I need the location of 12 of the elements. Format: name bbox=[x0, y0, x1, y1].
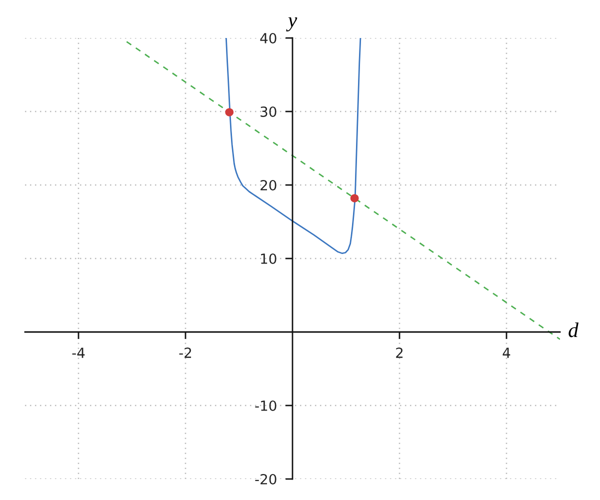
y-tick-label: 20 bbox=[260, 180, 276, 190]
x-tick-label: 4 bbox=[502, 348, 510, 358]
y-tick-label: 40 bbox=[260, 32, 276, 44]
x-axis-title: d bbox=[568, 322, 578, 338]
y-tick-label: 10 bbox=[261, 253, 276, 264]
y-tick-label: -20 bbox=[255, 474, 276, 484]
y-axis-title: y bbox=[286, 17, 298, 32]
y-tick-label: 30 bbox=[260, 106, 276, 117]
x-tick-label: -2 bbox=[179, 348, 192, 358]
x-tick-label: -4 bbox=[72, 348, 85, 358]
y-tick-label: -10 bbox=[255, 400, 276, 411]
x-tick-label: 2 bbox=[396, 348, 403, 358]
